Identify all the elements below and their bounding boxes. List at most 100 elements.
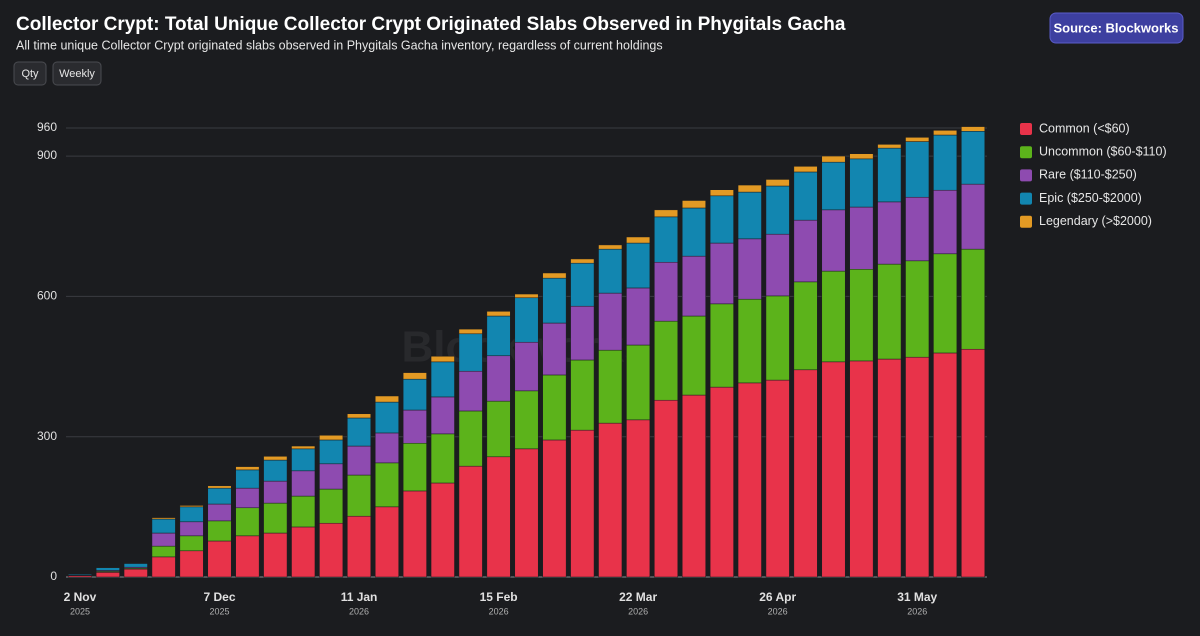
bar-segment [598, 244, 623, 250]
bar-segment [291, 445, 316, 450]
weekly-label[interactable]: Weekly [59, 68, 95, 80]
bar-segment [905, 260, 930, 358]
bar-segment [933, 189, 958, 255]
bar-segment [626, 344, 651, 421]
bar-segment [402, 442, 427, 492]
x-tick-label: 31 May [897, 590, 937, 604]
bar-segment [207, 485, 232, 489]
x-tick-year: 2026 [907, 606, 927, 616]
bar-segment [123, 563, 148, 568]
bar-segment [458, 328, 483, 335]
bar-segment [570, 258, 595, 264]
bar-segment [207, 503, 232, 522]
bar-segment [961, 348, 986, 578]
bar-segment [570, 359, 595, 431]
legend-swatch [1020, 169, 1032, 182]
bar-segment [402, 372, 427, 380]
bar-segment [514, 341, 539, 392]
bar-segment [570, 262, 595, 307]
bar-segment [402, 490, 427, 578]
bar-segment [179, 550, 204, 578]
x-tick-label: 22 Mar [619, 590, 657, 604]
bar-segment [821, 161, 846, 211]
bar-segment [179, 505, 204, 508]
bar-segment [793, 369, 818, 578]
bar-segment [849, 153, 874, 160]
bar-segment [793, 166, 818, 173]
bar-segment [849, 268, 874, 362]
bar-segment [374, 432, 399, 464]
bar-segment [765, 379, 790, 578]
bar-segment [626, 419, 651, 578]
bar-segment [319, 522, 344, 578]
bar-segment [542, 374, 567, 441]
legend-swatch [1020, 146, 1032, 159]
legend-label: Uncommon ($60-$110) [1039, 144, 1167, 158]
bar-segment [598, 422, 623, 578]
bar-segment [821, 155, 846, 163]
bar-segment [821, 361, 846, 578]
bar-segment [905, 137, 930, 142]
bar-segment [654, 216, 679, 263]
legend-label: Common (<$60) [1039, 121, 1130, 135]
bar-segment [933, 134, 958, 191]
x-tick-year: 2026 [768, 606, 788, 616]
source-button[interactable] [1049, 12, 1184, 44]
bar-segment [570, 305, 595, 361]
bar-segment [207, 540, 232, 578]
x-tick-year: 2025 [70, 606, 90, 616]
bar-segment [486, 315, 511, 357]
bar-segment [430, 433, 455, 484]
bar-segment [877, 358, 902, 578]
bar-segment [542, 439, 567, 578]
bar-segment [151, 532, 176, 547]
bar-segment [486, 456, 511, 578]
bar-segment [374, 401, 399, 434]
x-tick-year: 2026 [628, 606, 648, 616]
bar-segment [347, 515, 372, 578]
bar-segment [151, 545, 176, 558]
source-label[interactable]: Source: Blockworks [1054, 20, 1179, 35]
bar-segment [821, 209, 846, 272]
qty-label[interactable]: Qty [21, 68, 39, 80]
bar-segment [877, 147, 902, 203]
bar-segment [542, 277, 567, 324]
bar-segment [235, 535, 260, 578]
bar-segment [263, 459, 288, 482]
bar-segment [514, 297, 539, 343]
qty-button[interactable] [13, 61, 47, 86]
y-tick-label: 960 [37, 120, 57, 134]
bar-segment [905, 356, 930, 578]
bar-segment [737, 382, 762, 578]
bar-segment [654, 399, 679, 578]
bar-segment [486, 355, 511, 402]
bar-segment [235, 507, 260, 537]
bar-segment [374, 395, 399, 403]
title: Collector Crypt: Total Unique Collector … [16, 14, 846, 35]
bar-segment [458, 333, 483, 372]
bar-segment [626, 287, 651, 346]
bar-segment [291, 470, 316, 497]
bar-segment [347, 417, 372, 447]
bar-segment [877, 201, 902, 265]
bar-segment [95, 567, 120, 571]
legend-swatch [1020, 192, 1032, 205]
weekly-button[interactable] [52, 61, 102, 86]
bar-segment [374, 462, 399, 508]
bar-segment [598, 349, 623, 424]
bar-segment [905, 196, 930, 262]
bar-segment [765, 295, 790, 381]
x-tick-label: 7 Dec [203, 590, 235, 604]
bar-segment [291, 448, 316, 472]
bar-segment [458, 370, 483, 412]
bar-segment [179, 506, 204, 523]
bar-segment [430, 396, 455, 435]
bar-segment [207, 487, 232, 505]
bar-segment [765, 179, 790, 187]
bar-segment [67, 573, 92, 576]
bar-segment [458, 465, 483, 578]
bar-segment [877, 144, 902, 149]
bar-segment [877, 263, 902, 360]
bar-segment [263, 480, 288, 504]
